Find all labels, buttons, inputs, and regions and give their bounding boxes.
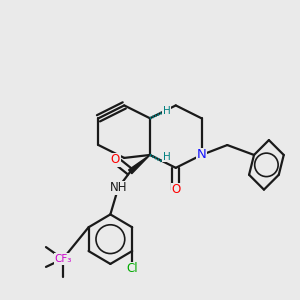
- Text: NH: NH: [110, 181, 127, 194]
- Text: O: O: [171, 183, 180, 196]
- Text: CF₃: CF₃: [54, 254, 71, 264]
- Text: O: O: [111, 153, 120, 167]
- Text: Cl: Cl: [126, 262, 138, 275]
- Text: H: H: [163, 106, 171, 116]
- Text: N: N: [196, 148, 206, 161]
- Text: H: H: [163, 152, 171, 162]
- Polygon shape: [129, 155, 150, 174]
